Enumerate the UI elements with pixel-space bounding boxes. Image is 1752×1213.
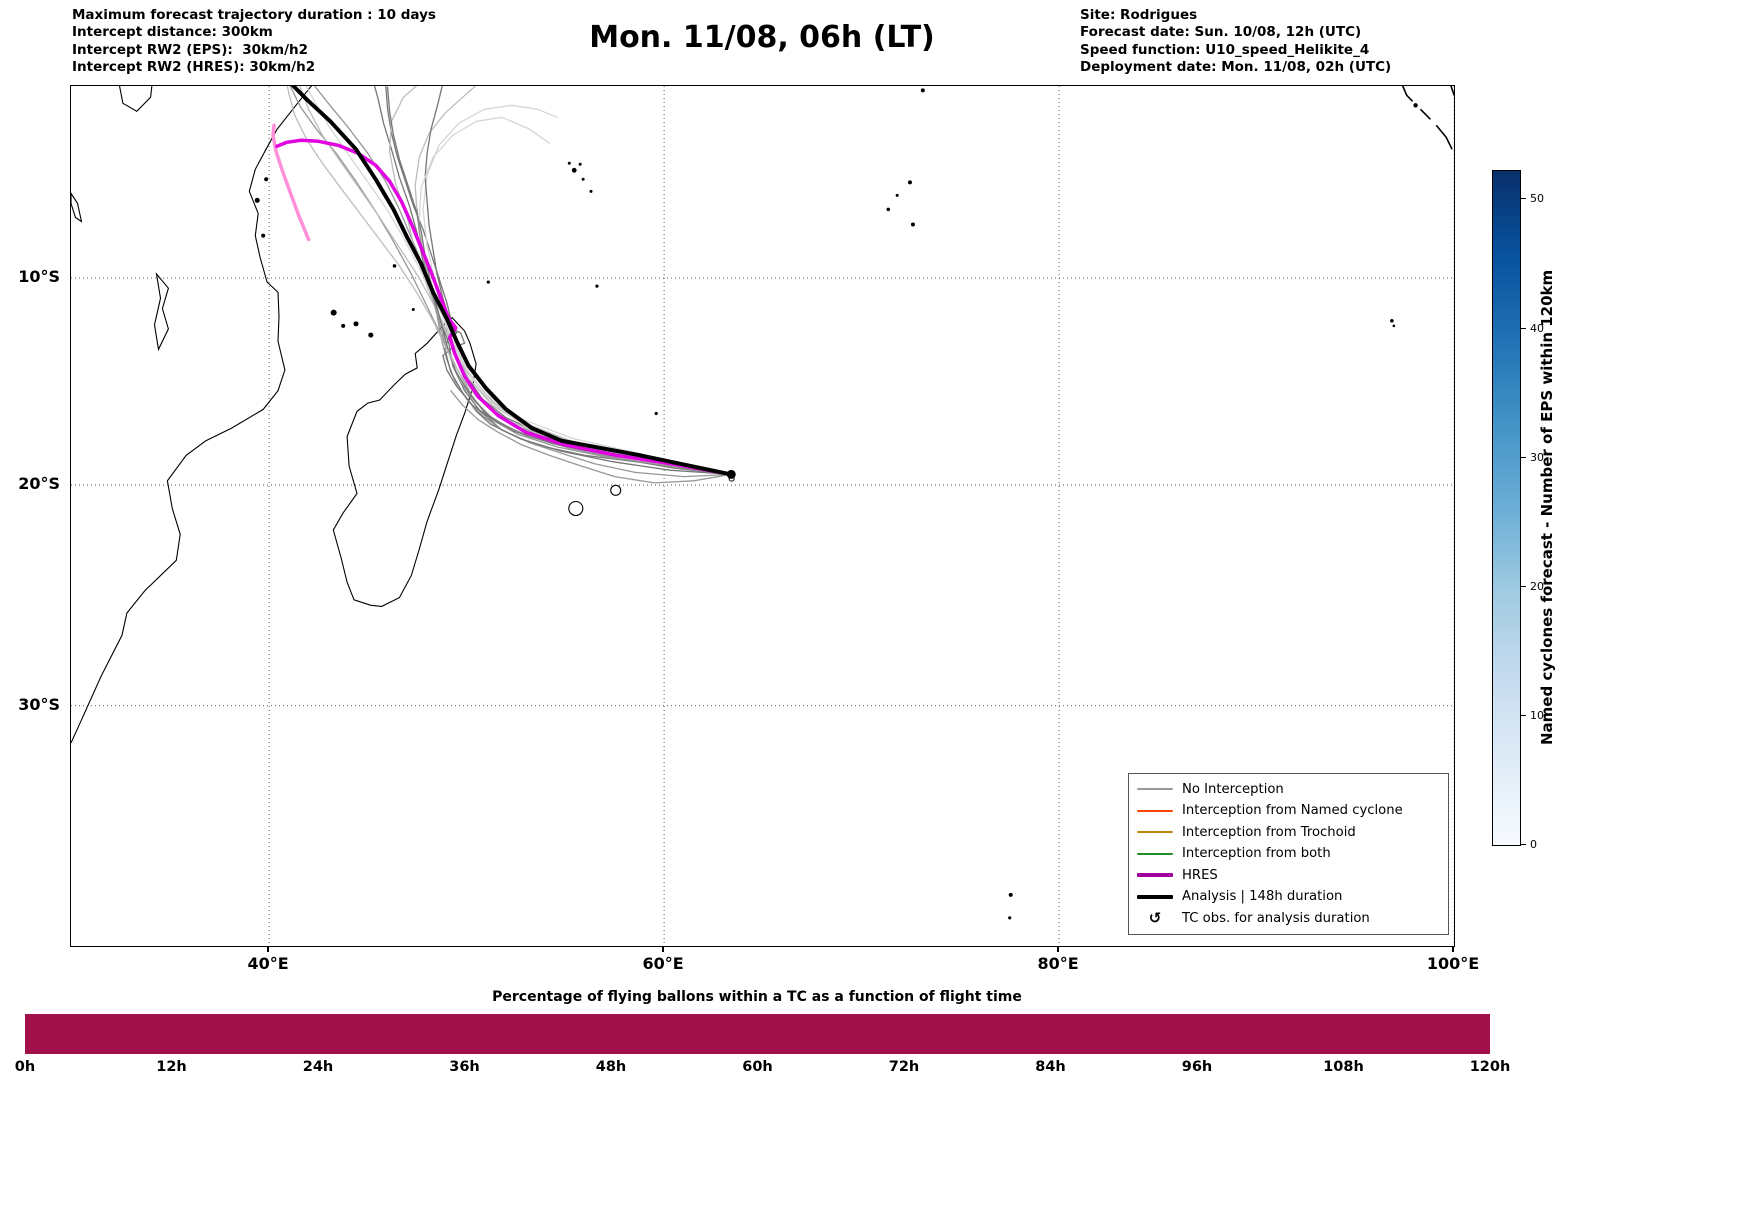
small-islands bbox=[254, 88, 1418, 920]
legend-box: No Interception Interception from Named c… bbox=[1128, 772, 1449, 935]
bottom-axis-label: 120h bbox=[1469, 1059, 1511, 1075]
x-tick-mark bbox=[1452, 946, 1455, 952]
x-axis-label: 80°E bbox=[1037, 954, 1079, 973]
legend-item: Analysis | 148h duration bbox=[1137, 886, 1440, 908]
bottom-axis-label: 96h bbox=[1181, 1059, 1213, 1075]
figure-title: Mon. 11/08, 06h (LT) bbox=[589, 20, 935, 55]
y-axis-label: 30°S bbox=[18, 694, 60, 714]
header-left-line-1: Maximum forecast trajectory duration : 1… bbox=[72, 7, 436, 23]
colorbar-tick-label: 30 bbox=[1530, 450, 1544, 464]
header-right-block: Site: Rodrigues Forecast date: Sun. 10/08… bbox=[1080, 7, 1391, 76]
header-right-line-2: Forecast date: Sun. 10/08, 12h (UTC) bbox=[1080, 24, 1362, 41]
colorbar bbox=[1492, 170, 1521, 846]
legend-item: Interception from Named cyclone bbox=[1137, 800, 1440, 822]
header-left-line-3: Intercept RW2 (EPS): 30km/h2 bbox=[72, 41, 308, 58]
x-tick-mark bbox=[662, 946, 665, 952]
legend-line-swatch bbox=[1137, 788, 1173, 791]
legend-item: No Interception bbox=[1137, 779, 1440, 801]
legend-line bbox=[1137, 852, 1173, 855]
x-axis-label: 60°E bbox=[642, 954, 684, 973]
legend-line-swatch bbox=[1137, 873, 1173, 878]
colorbar-tick-label: 50 bbox=[1530, 192, 1544, 206]
analysis-track bbox=[290, 86, 734, 477]
legend-item-label: Interception from Trochoid bbox=[1182, 824, 1356, 840]
legend-line-swatch bbox=[1137, 831, 1173, 834]
legend-line bbox=[1137, 873, 1173, 878]
bottom-chart-bar bbox=[25, 1014, 1490, 1054]
colorbar-tick-mark bbox=[1521, 456, 1526, 458]
bottom-axis-label: 24h bbox=[302, 1059, 334, 1075]
colorbar-tick-label: 40 bbox=[1530, 321, 1544, 335]
hres-track bbox=[275, 138, 733, 477]
graticule bbox=[71, 86, 1454, 946]
colorbar-label: Named cyclones forecast - Number of EPS … bbox=[1538, 269, 1556, 745]
header-right-line-1: Site: Rodrigues bbox=[1080, 7, 1198, 23]
x-axis-label: 40°E bbox=[247, 954, 289, 973]
y-axis-label: 10°S bbox=[18, 267, 60, 287]
colorbar-tick-mark bbox=[1521, 327, 1526, 329]
colorbar-tick-mark bbox=[1521, 585, 1526, 587]
header-right-line-3: Speed function: U10_speed_Helikite_4 bbox=[1080, 41, 1370, 58]
bottom-axis-label: 12h bbox=[156, 1059, 187, 1075]
x-tick-mark bbox=[267, 946, 270, 952]
tc-obs-icon: ↺ bbox=[1137, 908, 1173, 927]
colorbar-tick-label: 20 bbox=[1530, 579, 1544, 593]
header-left-line-4: Intercept RW2 (HRES): 30km/h2 bbox=[72, 58, 316, 75]
bottom-axis-label: 60h bbox=[742, 1059, 773, 1075]
legend-line bbox=[1137, 809, 1173, 812]
bottom-axis-label: 108h bbox=[1323, 1059, 1364, 1075]
colorbar-tick-label: 10 bbox=[1530, 708, 1544, 722]
legend-item-label: Analysis | 148h duration bbox=[1182, 889, 1343, 905]
legend-item: ↺ TC obs. for analysis duration bbox=[1137, 908, 1440, 930]
legend-line bbox=[1137, 894, 1173, 899]
x-axis-label: 100°E bbox=[1426, 954, 1480, 973]
coastlines bbox=[71, 86, 1454, 744]
header-left-block: Maximum forecast trajectory duration : 1… bbox=[72, 7, 436, 76]
header-right-line-4: Deployment date: Mon. 11/08, 02h (UTC) bbox=[1080, 58, 1392, 75]
trajectory-map bbox=[71, 86, 1454, 946]
bottom-axis-label: 48h bbox=[595, 1059, 627, 1075]
legend-item-label: Interception from both bbox=[1182, 846, 1331, 862]
bottom-chart-title: Percentage of flying ballons within a TC… bbox=[492, 989, 1022, 1005]
colorbar-tick-mark bbox=[1521, 198, 1526, 200]
map-plot-area: No Interception Interception from Named c… bbox=[70, 85, 1455, 947]
bottom-axis-label: 36h bbox=[449, 1059, 480, 1075]
rotating-arrow-icon: ↺ bbox=[1148, 908, 1162, 927]
legend-item-label: Interception from Named cyclone bbox=[1182, 803, 1403, 819]
y-axis-label: 20°S bbox=[18, 474, 60, 494]
colorbar-tick-mark bbox=[1521, 844, 1526, 845]
legend-line-swatch bbox=[1137, 852, 1173, 855]
legend-line-swatch bbox=[1137, 894, 1173, 899]
legend-line-swatch bbox=[1137, 809, 1173, 812]
legend-item: HRES bbox=[1137, 865, 1440, 887]
bottom-axis-label: 0h bbox=[14, 1059, 36, 1075]
legend-item: Interception from both bbox=[1137, 843, 1440, 865]
colorbar-tick-label: 0 bbox=[1530, 838, 1537, 851]
tc-start-point bbox=[726, 469, 736, 479]
header-left-line-2: Intercept distance: 300km bbox=[72, 24, 273, 41]
legend-item-label: No Interception bbox=[1182, 781, 1284, 797]
legend-line bbox=[1137, 788, 1173, 791]
legend-item-label: TC obs. for analysis duration bbox=[1182, 910, 1370, 926]
hres-tail-track bbox=[271, 123, 311, 242]
x-tick-mark bbox=[1057, 946, 1060, 952]
bottom-axis-label: 72h bbox=[888, 1059, 920, 1075]
bottom-axis-label: 84h bbox=[1035, 1059, 1066, 1075]
legend-line bbox=[1137, 831, 1173, 834]
legend-item: Interception from Trochoid bbox=[1137, 822, 1440, 844]
legend-item-label: HRES bbox=[1182, 867, 1218, 883]
colorbar-tick-mark bbox=[1521, 714, 1526, 716]
